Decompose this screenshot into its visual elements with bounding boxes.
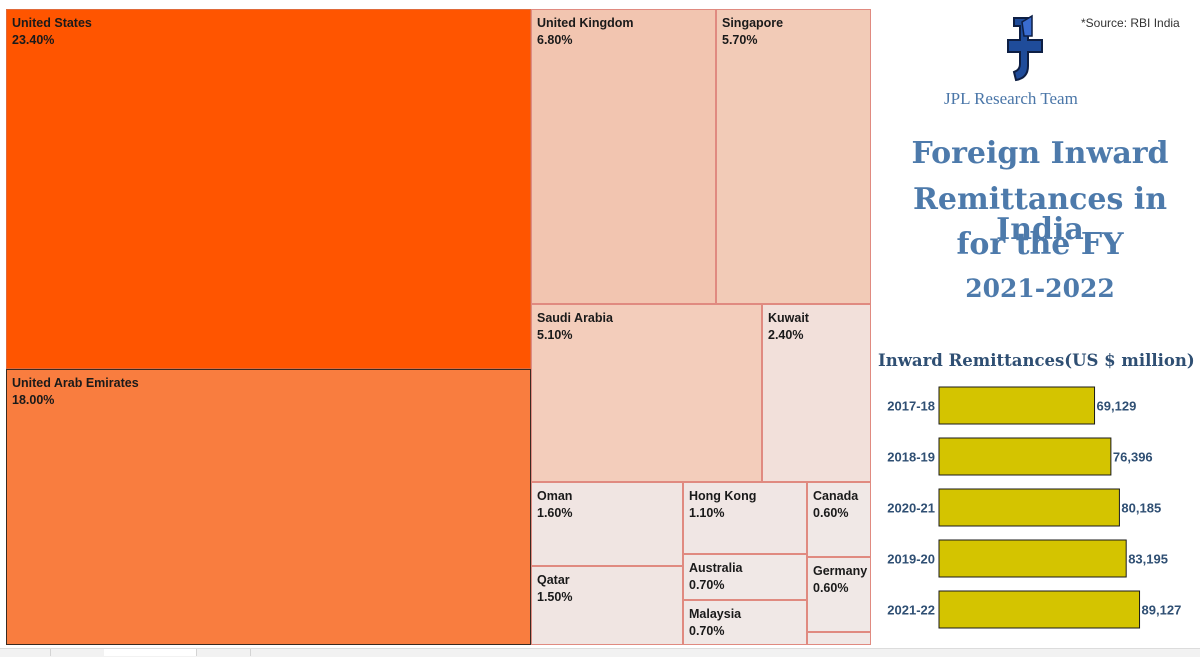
treemap-cell-united-arab-emirates[interactable]: United Arab Emirates 18.00% [6, 369, 531, 645]
treemap-cell-oman[interactable]: Oman 1.60% [531, 482, 683, 566]
bar-category-label: 2020-21 [887, 501, 935, 516]
treemap-cell-value: 0.70% [689, 624, 725, 638]
treemap-cell-label: United Arab Emirates [12, 376, 139, 390]
treemap-cell-label: Singapore [722, 16, 784, 30]
bar-category-label: 2019-20 [887, 552, 935, 567]
treemap-cell-hong-kong[interactable]: Hong Kong 1.10% [683, 482, 807, 554]
treemap-cell-canada[interactable]: Canada 0.60% [807, 482, 871, 557]
treemap-cell-value: 5.70% [722, 33, 758, 47]
treemap-cell-value: 0.70% [689, 578, 725, 592]
bar-2020-21[interactable] [938, 488, 1120, 527]
page-title-line-4: 2021-2022 [965, 274, 1115, 303]
bar-chart-title: Inward Remittances(US $ million) [878, 351, 1195, 370]
treemap-cell-value: 1.60% [537, 506, 573, 520]
treemap-cell-qatar[interactable]: Qatar 1.50% [531, 566, 683, 645]
treemap-cell-value: 5.10% [537, 328, 573, 342]
treemap-cell-label: Malaysia [689, 607, 742, 621]
page-title-line-2: Remittances in India [912, 182, 1168, 247]
treemap-cell-saudi-arabia[interactable]: Saudi Arabia 5.10% [531, 304, 762, 482]
bar-category-label: 2017-18 [887, 399, 935, 414]
treemap-cell-label: Australia [689, 561, 743, 575]
treemap-cell-label: Kuwait [768, 311, 809, 325]
treemap-cell-label: Hong Kong [689, 489, 757, 503]
treemap-cell-value: 18.00% [12, 393, 55, 407]
treemap-cell-value: 1.50% [537, 590, 573, 604]
bar-2019-20[interactable] [938, 539, 1127, 578]
treemap-cell-label: Oman [537, 489, 573, 503]
bar-value-label: 83,195 [1128, 552, 1168, 567]
treemap-cell-label: Saudi Arabia [537, 311, 613, 325]
sheet-tab[interactable] [50, 649, 105, 656]
bar-value-label: 89,127 [1142, 603, 1182, 618]
sheet-tab[interactable] [196, 649, 251, 656]
jpl-logo-icon [1007, 14, 1043, 82]
treemap-cell-label: Qatar [537, 573, 570, 587]
treemap-cell-singapore[interactable]: Singapore 5.70% [716, 9, 871, 304]
bar-value-label: 76,396 [1113, 450, 1153, 465]
treemap-cell-value: 1.10% [689, 506, 725, 520]
bar-category-label: 2021-22 [887, 603, 935, 618]
treemap-cell-label: Canada [813, 489, 859, 503]
treemap-cell-malaysia[interactable]: Malaysia 0.70% [683, 600, 807, 645]
treemap-cell-value: 23.40% [12, 33, 55, 47]
page-title-line-1: Foreign Inward [911, 136, 1169, 171]
sheet-tab-bar [0, 648, 1200, 657]
bar-value-label: 69,129 [1097, 399, 1137, 414]
source-note: *Source: RBI India [1081, 16, 1180, 30]
treemap-cell-value: 0.60% [813, 581, 849, 595]
treemap-cell-kuwait[interactable]: Kuwait 2.40% [762, 304, 871, 482]
treemap-cell-value: 0.60% [813, 506, 849, 520]
bar-2017-18[interactable] [938, 386, 1096, 425]
treemap-cell-other[interactable] [807, 632, 871, 645]
bar-2021-22[interactable] [938, 590, 1141, 629]
bar-category-label: 2018-19 [887, 450, 935, 465]
treemap-cell-label: United States [12, 16, 92, 30]
page-title-line-3: for the FY [956, 227, 1124, 262]
treemap-cell-australia[interactable]: Australia 0.70% [683, 554, 807, 600]
treemap-cell-united-states[interactable]: United States 23.40% [6, 9, 531, 369]
treemap-cell-label: Germany [813, 564, 868, 578]
bar-2018-19[interactable] [938, 437, 1112, 476]
treemap-cell-value: 2.40% [768, 328, 804, 342]
treemap-cell-united-kingdom[interactable]: United Kingdom 6.80% [531, 9, 716, 304]
treemap-cell-label: United Kingdom [537, 16, 634, 30]
sheet-tab[interactable] [0, 649, 51, 656]
treemap-cell-value: 6.80% [537, 33, 573, 47]
bar-value-label: 80,185 [1121, 501, 1161, 516]
sheet-tab-active[interactable] [104, 649, 197, 656]
bar-chart: 2017-18 69,129 2018-19 76,396 2020-21 80,185 2… [876, 376, 1200, 646]
team-name: JPL Research Team [944, 89, 1078, 108]
treemap-cell-germany[interactable]: Germany 0.60% [807, 557, 871, 632]
